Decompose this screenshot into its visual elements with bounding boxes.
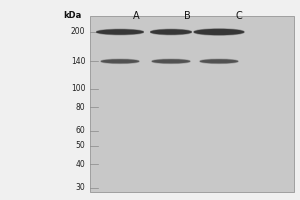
Text: kDa: kDa: [63, 11, 81, 20]
Text: 200: 200: [71, 27, 85, 36]
Text: 40: 40: [76, 160, 85, 169]
Ellipse shape: [96, 29, 144, 34]
Ellipse shape: [200, 59, 238, 64]
Text: 140: 140: [71, 57, 85, 66]
Text: B: B: [184, 11, 191, 21]
Text: 60: 60: [76, 126, 85, 135]
Ellipse shape: [194, 29, 244, 35]
Ellipse shape: [152, 59, 190, 63]
Text: C: C: [235, 11, 242, 21]
Text: 100: 100: [71, 84, 85, 93]
Ellipse shape: [100, 59, 140, 63]
Text: 50: 50: [76, 141, 85, 150]
Ellipse shape: [150, 29, 192, 34]
Ellipse shape: [152, 59, 190, 64]
Ellipse shape: [200, 60, 238, 64]
Ellipse shape: [150, 29, 192, 35]
Ellipse shape: [100, 60, 140, 64]
Ellipse shape: [200, 59, 238, 63]
Text: A: A: [133, 11, 140, 21]
Ellipse shape: [150, 30, 192, 35]
FancyBboxPatch shape: [90, 16, 294, 192]
Ellipse shape: [96, 30, 144, 35]
Ellipse shape: [100, 59, 140, 64]
Text: 80: 80: [76, 103, 86, 112]
Ellipse shape: [194, 29, 244, 36]
Ellipse shape: [194, 28, 244, 35]
Ellipse shape: [152, 60, 190, 64]
Ellipse shape: [96, 29, 144, 35]
Text: 30: 30: [76, 183, 85, 192]
